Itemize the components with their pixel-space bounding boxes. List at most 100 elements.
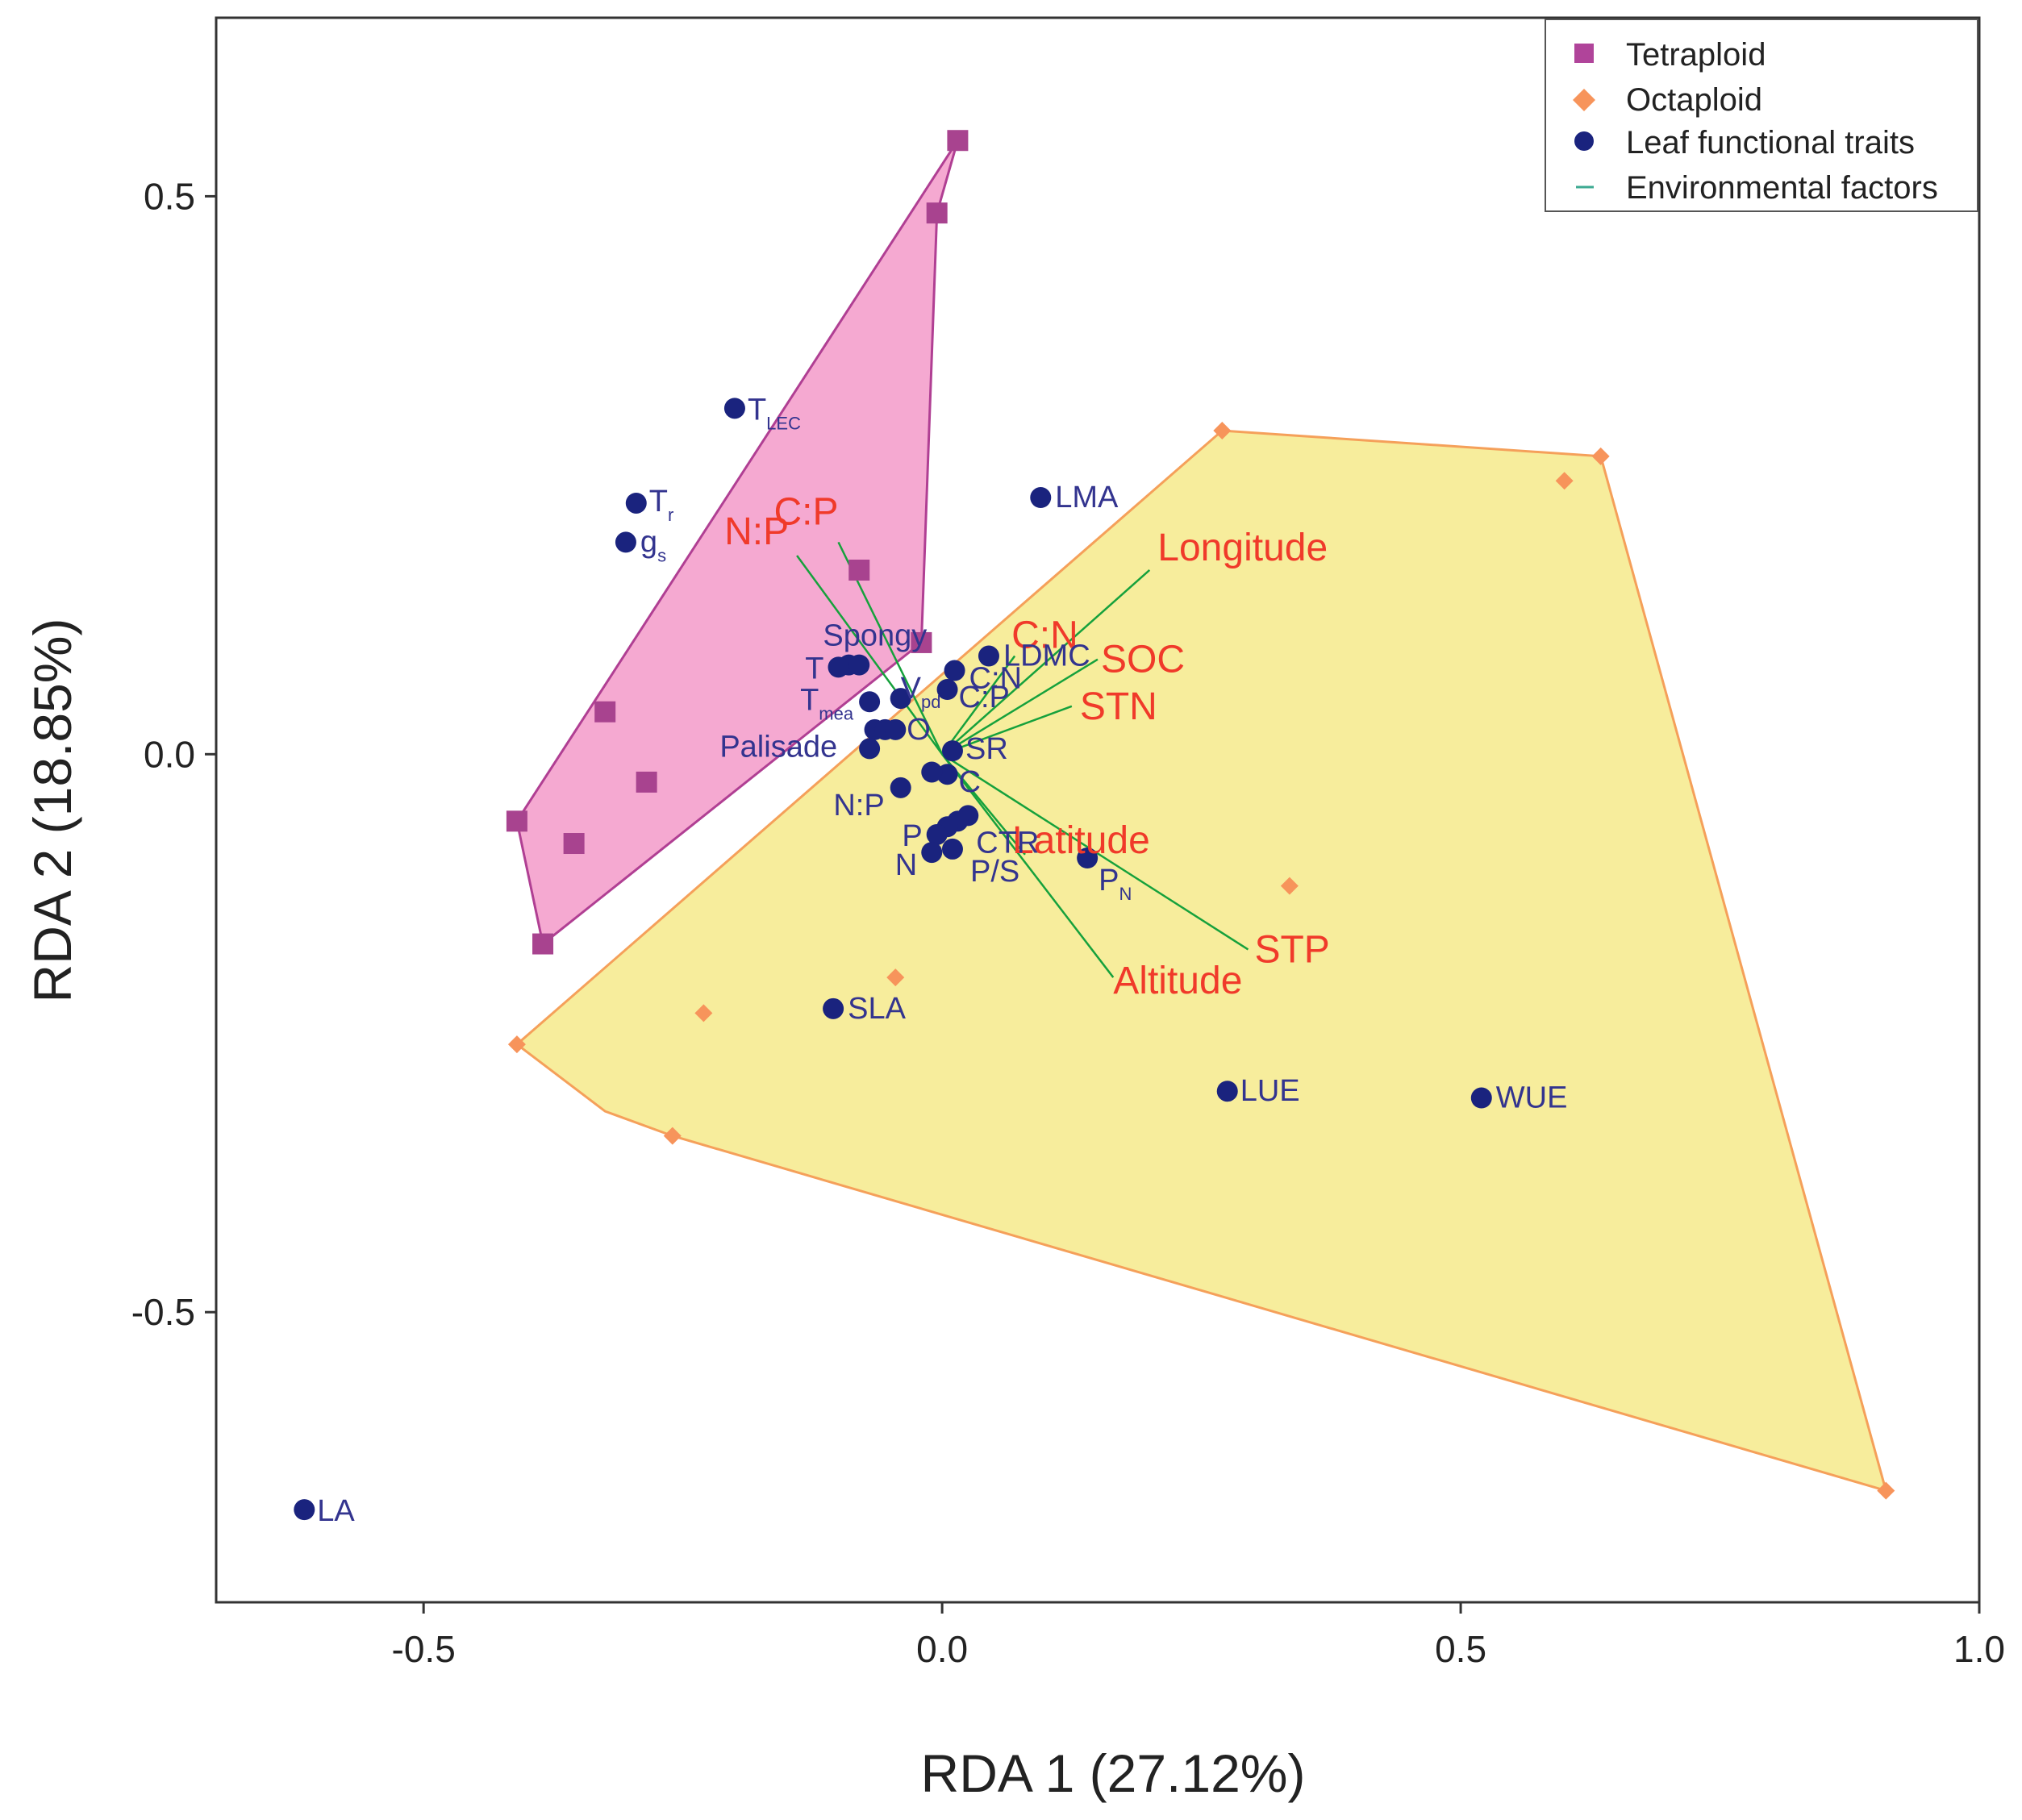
trait-label-11: O	[907, 713, 931, 747]
trait-label-15: C:P	[959, 681, 1010, 714]
trait-label-subscript-0: LEC	[766, 413, 801, 433]
env-label-5: N:P	[724, 510, 789, 553]
trait-point-13	[978, 645, 999, 667]
octaploid-point-8	[1877, 1481, 1895, 1500]
env-label-6: Latitude	[1012, 819, 1150, 862]
trait-label-13: LDMC	[1003, 639, 1090, 673]
trait-label-subscript-2: s	[657, 545, 666, 565]
env-vector-2	[941, 658, 1099, 756]
tetraploid-point-1	[926, 202, 948, 224]
octaploid-point-3	[1280, 877, 1299, 895]
trait-point-15	[936, 679, 958, 701]
trait-point-2	[615, 531, 636, 553]
trait-label-14: C:N	[969, 662, 1022, 696]
environmental-vectors	[796, 541, 1249, 978]
env-label-3: STN	[1080, 685, 1157, 728]
trait-point-28	[1216, 1081, 1238, 1102]
env-label-8: Altitude	[1113, 960, 1242, 1002]
env-label-2: SOC	[1101, 639, 1185, 681]
trait-label-30: LA	[317, 1494, 355, 1528]
env-vector-0	[941, 569, 1151, 756]
axes: -0.5 0.0 0.5 1.0 -0.5 0.0 0.5	[131, 175, 2005, 1670]
octaploid-point-2	[1591, 447, 1610, 465]
trait-point-6	[828, 656, 849, 678]
trait-point-17	[936, 764, 958, 785]
trait-label-12: Palisade	[719, 730, 837, 764]
y-tick-label-0: -0.5	[131, 1291, 195, 1333]
tetraploid-point-5	[636, 771, 657, 793]
trait-point-5	[848, 654, 870, 676]
tetraploid-point-0	[947, 130, 969, 152]
legend-box	[1545, 19, 1978, 212]
trait-point-19	[890, 777, 911, 798]
legend-environment-label: Environmental factors	[1626, 170, 1938, 206]
trait-point-7	[859, 691, 881, 713]
trait-label-17: C	[959, 765, 981, 799]
legend-trait-label: Leaf functional traits	[1626, 125, 1915, 160]
trait-label-subscript-7: mea	[819, 703, 854, 723]
env-vector-1	[941, 655, 1016, 756]
octaploid-point-7	[663, 1127, 682, 1145]
trait-point-8	[890, 688, 911, 710]
legend-octaploid-label: Octaploid	[1626, 82, 1762, 118]
tetraploid-hull	[515, 140, 959, 947]
tetraploid-point-8	[532, 933, 554, 955]
legend-tetraploid-label: Tetraploid	[1626, 37, 1766, 73]
octaploid-point-6	[507, 1035, 526, 1054]
data-points	[294, 130, 1895, 1521]
trait-point-1	[625, 492, 647, 514]
trait-label-3: LMA	[1055, 481, 1119, 514]
x-tick-label-2: 0.5	[1435, 1628, 1486, 1670]
octaploid-point-4	[886, 968, 905, 987]
env-label-4: C:P	[774, 490, 839, 533]
y-tick-label-2: 0.5	[144, 175, 195, 217]
trait-label-6: T	[805, 652, 823, 685]
env-label-0: Longitude	[1157, 527, 1328, 569]
trait-label-subscript-8: pd	[921, 692, 940, 712]
env-label-7: STP	[1254, 928, 1329, 971]
trait-point-30	[294, 1499, 315, 1521]
legend-trait-marker	[1574, 131, 1594, 151]
x-tick-label-0: -0.5	[392, 1628, 456, 1670]
legend: Tetraploid Octaploid Leaf functional tra…	[1545, 19, 1978, 212]
legend-tetraploid-marker	[1574, 44, 1594, 63]
trait-point-25	[921, 842, 943, 864]
trait-label-25: N	[895, 848, 917, 882]
env-label-1: C:N	[1011, 614, 1078, 657]
trait-point-12	[859, 738, 881, 760]
trait-label-20: CTR	[976, 826, 1039, 860]
trait-point-14	[944, 660, 965, 681]
trait-label-subscript-1: r	[668, 505, 673, 525]
x-axis-title: RDA 1 (27.12%)	[921, 1743, 1306, 1803]
trait-label-24: P/S	[970, 855, 1019, 889]
trait-label-subscript-26: N	[1119, 884, 1132, 904]
tetraploid-point-6	[506, 810, 527, 832]
trait-point-11	[885, 718, 907, 740]
trait-point-18	[921, 761, 943, 783]
trait-point-26	[1077, 848, 1099, 869]
trait-label-29: WUE	[1496, 1081, 1568, 1115]
trait-point-0	[723, 398, 745, 419]
trait-point-24	[941, 838, 963, 860]
x-tick-label-1: 0.0	[916, 1628, 968, 1670]
trait-label-4: Spongy	[823, 619, 927, 653]
octaploid-point-5	[694, 1004, 713, 1022]
octaploid-point-0	[1213, 422, 1232, 440]
env-vector-5	[796, 555, 944, 756]
tetraploid-point-2	[848, 559, 870, 581]
tetraploid-point-3	[911, 631, 932, 653]
trait-label-23: P	[902, 819, 922, 853]
trait-point-27	[823, 997, 844, 1019]
x-tick-label-3: 1.0	[1953, 1628, 2005, 1670]
env-vector-3	[941, 705, 1073, 756]
trait-point-3	[1030, 487, 1052, 509]
tetraploid-point-7	[563, 833, 585, 855]
trait-point-23	[926, 823, 948, 845]
trait-label-16: SR	[965, 732, 1008, 766]
env-vector-8	[941, 753, 1115, 978]
tetraploid-point-4	[594, 701, 616, 723]
octaploid-point-1	[1555, 472, 1574, 490]
y-axis-title: RDA 2 (18.85%)	[23, 618, 82, 1003]
trait-point-29	[1470, 1087, 1492, 1109]
